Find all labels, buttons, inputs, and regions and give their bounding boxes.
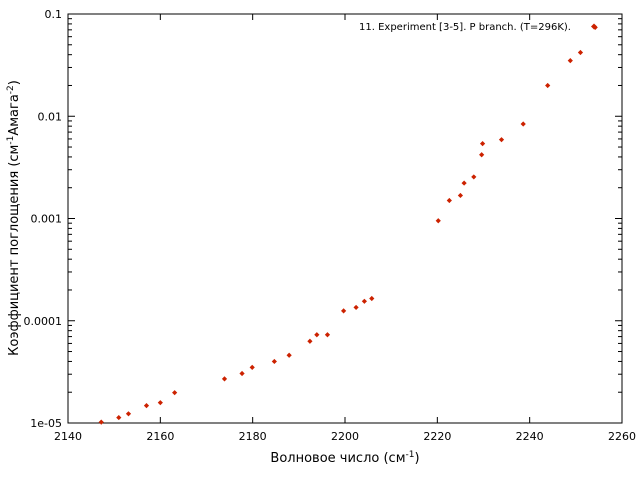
data-point — [520, 121, 526, 127]
data-point — [471, 174, 477, 180]
data-point — [545, 82, 551, 89]
data-point — [314, 332, 320, 338]
x-tick-label: 2180 — [239, 430, 267, 443]
y-tick-label: 0.001 — [31, 213, 63, 226]
data-point — [125, 411, 132, 417]
data-point — [116, 414, 122, 421]
data-point — [324, 332, 331, 338]
x-tick-label: 2200 — [331, 430, 359, 443]
data-point — [461, 180, 467, 186]
data-point — [479, 152, 485, 158]
data-point — [221, 376, 228, 382]
y-axis-title: Коэффициент поглощения (см-1Амага-2) — [6, 80, 22, 356]
y-tick-label: 0.1 — [45, 8, 63, 21]
data-point — [457, 192, 464, 199]
data-point — [353, 304, 359, 311]
data-point — [341, 308, 347, 314]
y-tick-label: 1e-05 — [30, 417, 62, 430]
data-point — [577, 49, 584, 56]
x-tick-label: 2140 — [54, 430, 82, 443]
data-point — [286, 352, 292, 358]
data-point — [98, 419, 104, 425]
data-point — [498, 137, 505, 143]
data-point — [361, 298, 367, 304]
scatter-points — [98, 24, 598, 425]
data-point — [271, 358, 277, 365]
data-point — [307, 338, 313, 344]
legend-label: 11. Experiment [3-5]. P branch. (T=296K)… — [359, 22, 571, 33]
data-point — [157, 400, 163, 406]
data-point — [446, 197, 452, 204]
data-point — [239, 370, 245, 377]
data-point — [479, 141, 486, 147]
axis-ticks — [67, 13, 623, 424]
data-point — [172, 390, 178, 396]
x-tick-label: 2160 — [146, 430, 174, 443]
data-point — [249, 364, 255, 370]
x-tick-label: 2260 — [608, 430, 636, 443]
data-point — [567, 58, 573, 64]
x-axis-title: Волновое число (см-1) — [270, 450, 419, 466]
x-tick-label: 2220 — [423, 430, 451, 443]
x-tick-label: 2240 — [516, 430, 544, 443]
data-point — [143, 402, 150, 409]
data-point — [435, 218, 441, 224]
y-tick-label: 0.0001 — [24, 315, 63, 328]
axis-tick-labels: 2140 2160 2180 2200 2220 2240 2260 1e-05 0.0001 0… — [24, 8, 637, 443]
y-tick-label: 0.01 — [38, 110, 63, 123]
data-point — [369, 295, 375, 302]
legend-marker — [591, 23, 597, 30]
plot-frame — [67, 13, 623, 424]
